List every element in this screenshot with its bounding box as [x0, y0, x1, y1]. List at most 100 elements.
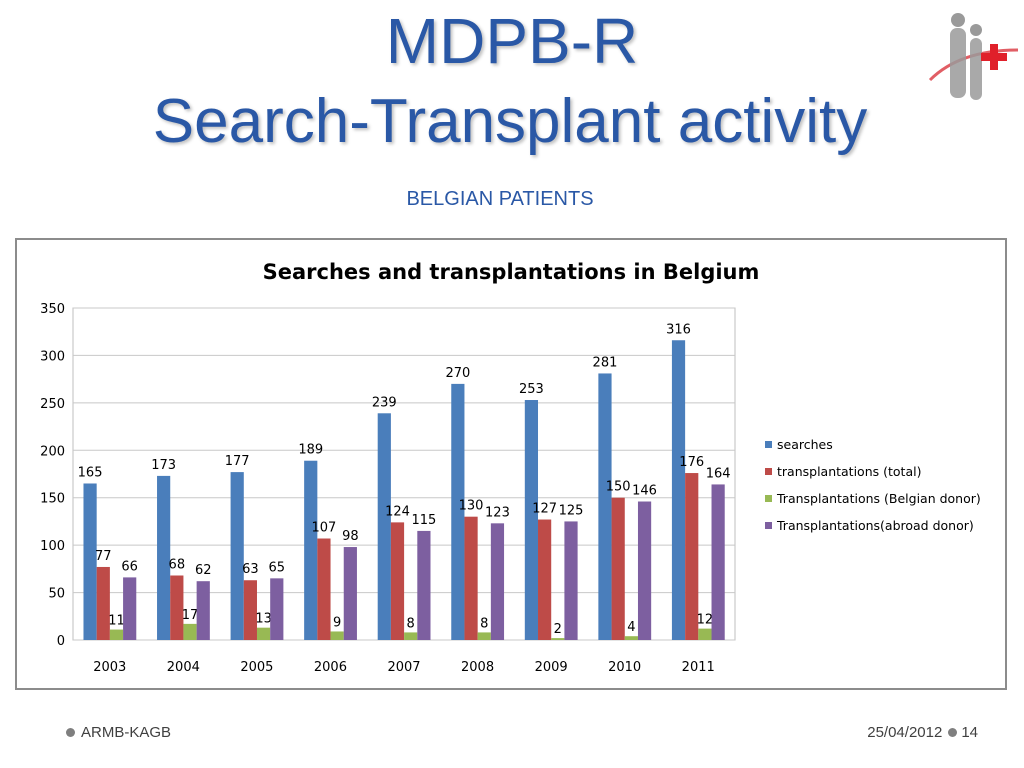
x-tick-label: 2011 [682, 660, 715, 675]
title-line-2: Search-Transplant activity [152, 87, 868, 156]
data-label: 130 [459, 499, 484, 514]
data-label: 2 [554, 622, 562, 637]
data-label: 8 [407, 616, 415, 631]
data-label: 239 [372, 395, 397, 410]
y-tick-label: 300 [40, 349, 65, 364]
y-tick-label: 50 [48, 587, 65, 602]
data-label: 150 [606, 480, 631, 495]
data-label: 176 [679, 455, 704, 470]
bar-4 [270, 578, 284, 640]
bar-3 [624, 636, 638, 640]
bar-2 [317, 538, 331, 640]
bar-3 [404, 632, 418, 640]
bar-4 [564, 521, 578, 640]
x-tick-label: 2009 [535, 660, 568, 675]
data-label: 316 [666, 322, 691, 337]
data-label: 123 [485, 505, 510, 520]
data-label: 270 [445, 366, 470, 381]
x-tick-label: 2004 [167, 660, 200, 675]
bar-4 [490, 523, 505, 640]
data-label: 17 [182, 608, 199, 623]
x-tick-label: 2007 [387, 660, 420, 675]
footer-left: ARMB-KAGB [66, 724, 171, 741]
footer-right: 25/04/2012 14 [867, 724, 978, 741]
chart-container: Searches and transplantations in Belgium… [15, 238, 1007, 690]
bar-1 [230, 472, 244, 640]
page-number: 14 [961, 724, 978, 741]
data-label: 173 [151, 458, 176, 473]
footer-organization: ARMB-KAGB [81, 724, 172, 741]
legend-swatch [765, 522, 772, 529]
legend-swatch [765, 468, 772, 475]
bullet-icon [66, 727, 75, 737]
footer-date: 25/04/2012 [867, 724, 943, 741]
bar-3 [551, 638, 565, 640]
data-label: 77 [95, 549, 112, 564]
data-label: 107 [312, 521, 337, 536]
bar-1 [671, 340, 686, 640]
data-label: 146 [632, 484, 657, 499]
data-label: 13 [255, 612, 272, 627]
data-label: 189 [298, 443, 323, 458]
title-line-1: MDPB-R [385, 5, 639, 77]
data-label: 65 [269, 560, 286, 575]
organization-logo [928, 13, 1019, 100]
bar-4 [196, 581, 210, 640]
data-label: 164 [706, 466, 731, 481]
y-tick-label: 200 [40, 444, 65, 459]
bar-2 [685, 473, 699, 640]
x-tick-label: 2008 [461, 660, 494, 675]
data-label: 98 [342, 529, 359, 544]
data-label: 66 [121, 559, 138, 574]
bar-1 [377, 413, 391, 640]
bar-1 [451, 383, 465, 640]
data-label: 12 [697, 613, 714, 628]
bar-1 [304, 460, 318, 640]
bar-3 [477, 632, 491, 640]
bar-3 [330, 631, 344, 640]
bar-3 [256, 627, 271, 640]
legend-label: transplantations (total) [777, 464, 921, 479]
data-label: 63 [242, 562, 259, 577]
slide-title: MDPB-R [0, 4, 1024, 78]
data-label: 177 [225, 454, 250, 469]
bar-4 [343, 547, 357, 640]
bullet-icon [948, 727, 958, 737]
bar-4 [711, 484, 725, 640]
legend-label: Transplantations (Belgian donor) [776, 491, 981, 506]
bar-2 [464, 516, 478, 640]
bar-1 [524, 400, 539, 640]
x-tick-label: 2003 [93, 660, 126, 675]
data-label: 124 [385, 504, 410, 519]
y-tick-label: 150 [40, 492, 65, 507]
data-label: 281 [593, 355, 618, 370]
bar-1 [83, 483, 97, 640]
x-tick-label: 2005 [240, 660, 273, 675]
data-label: 9 [333, 615, 341, 630]
y-tick-label: 350 [40, 302, 65, 317]
legend-label: searches [777, 437, 833, 452]
bar-2 [611, 497, 625, 640]
data-label: 115 [411, 513, 436, 528]
chart-title: Searches and transplantations in Belgium [263, 260, 760, 284]
y-tick-label: 100 [40, 539, 65, 554]
legend-swatch [765, 441, 772, 448]
bar-2 [243, 580, 257, 640]
bar-4 [637, 501, 652, 640]
data-label: 62 [195, 563, 212, 578]
legend-swatch [765, 495, 772, 502]
bar-2 [538, 519, 552, 640]
bar-4 [123, 577, 137, 640]
data-label: 11 [108, 614, 125, 629]
data-label: 68 [169, 557, 186, 572]
bar-1 [157, 475, 171, 640]
data-label: 165 [78, 465, 103, 480]
y-tick-label: 250 [40, 397, 65, 412]
data-label: 4 [627, 620, 635, 635]
data-label: 253 [519, 382, 544, 397]
y-tick-label: 0 [57, 634, 65, 649]
bar-chart: Searches and transplantations in Belgium… [40, 260, 981, 675]
bar-3 [183, 623, 197, 640]
data-label: 125 [559, 503, 584, 518]
bar-3 [109, 629, 124, 640]
